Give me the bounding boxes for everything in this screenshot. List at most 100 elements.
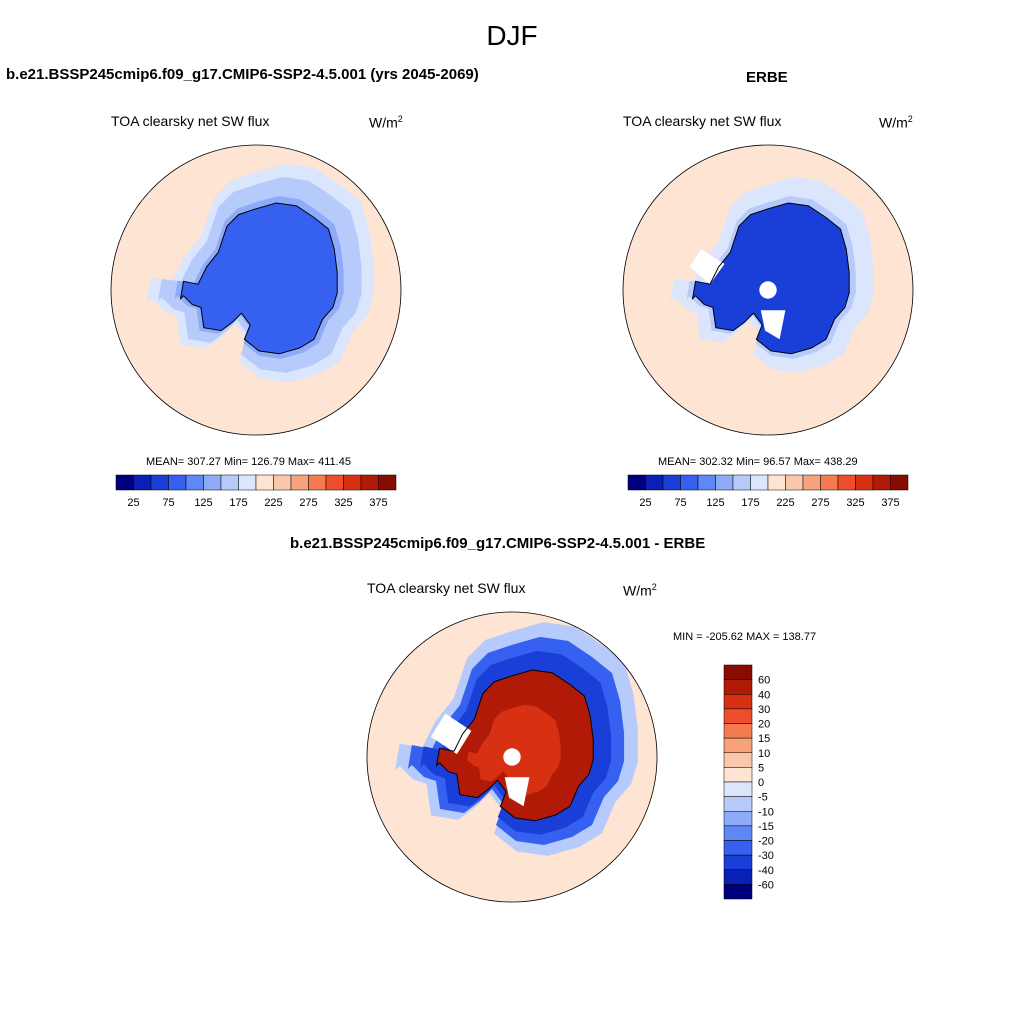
colorbar-swatch	[723, 840, 753, 856]
colorbar-tick-label: 225	[264, 497, 282, 509]
colorbar-swatch	[802, 474, 821, 491]
colorbar-swatch	[115, 474, 134, 491]
colorbar-swatch	[723, 737, 753, 753]
colorbar-swatch	[680, 474, 699, 491]
colorbar-swatch	[378, 474, 397, 491]
colorbar-swatch	[723, 723, 753, 739]
colorbar-swatch	[290, 474, 309, 491]
colorbar-tick-label: 60	[758, 675, 770, 687]
colorbar-swatch	[732, 474, 751, 491]
colorbar-swatch	[255, 474, 274, 491]
ice-sheet-field	[180, 203, 338, 354]
colorbar-swatch	[343, 474, 362, 491]
colorbar-tick-label: -60	[758, 879, 774, 891]
colorbar-swatch	[723, 664, 753, 680]
colorbar-swatch	[185, 474, 204, 491]
panel3-variable-label: TOA clearsky net SW flux	[367, 580, 526, 596]
colorbar-tick-label: 0	[758, 777, 764, 789]
coastline	[179, 202, 338, 355]
colorbar-tick-label: 40	[758, 689, 770, 701]
colorbar-swatch	[645, 474, 664, 491]
colorbar-swatch	[723, 708, 753, 724]
colorbar-swatch	[715, 474, 734, 491]
panel3-unit-label: W/m2	[623, 582, 657, 599]
panel1-variable-label: TOA clearsky net SW flux	[111, 113, 270, 129]
season-title: DJF	[486, 20, 538, 51]
colorbar-swatch	[150, 474, 169, 491]
panel2-stats: MEAN= 302.32 Min= 96.57 Max= 438.29	[658, 456, 858, 468]
missing-data-shelf	[504, 777, 530, 807]
colorbar-tick-label: -10	[758, 806, 774, 818]
colorbar-tick-label: 125	[194, 497, 212, 509]
colorbar-tick-label: -20	[758, 836, 774, 848]
colorbar-tick-label: 25	[127, 497, 139, 509]
map-boundary	[622, 144, 914, 436]
polar-map-1	[110, 144, 402, 436]
colorbar-tick-label: 375	[369, 497, 387, 509]
panel1-stats: MEAN= 307.27 Min= 126.79 Max= 411.45	[146, 456, 351, 468]
colorbar-tick-label: 325	[846, 497, 864, 509]
coastline	[435, 669, 594, 822]
colorbar-tick-label: 10	[758, 748, 770, 760]
panel1-unit-label: W/m2	[369, 114, 403, 131]
colorbar-swatch	[220, 474, 239, 491]
colorbar-3: 60 40 30 20 15 10 5 0 -5 -10 -15 -20 -30 -40 -60	[723, 664, 774, 900]
colorbar-swatch	[168, 474, 187, 491]
panel1-title: b.e21.BSSP245cmip6.f09_g17.CMIP6-SSP2-4.…	[6, 66, 479, 83]
colorbar-tick-label: -15	[758, 821, 774, 833]
colorbar-swatch	[723, 869, 753, 885]
polar-map-2	[622, 144, 914, 436]
colorbar-tick-label: 125	[706, 497, 724, 509]
colorbar-tick-label: 75	[162, 497, 174, 509]
colorbar-swatch	[723, 694, 753, 710]
colorbar-swatch	[785, 474, 804, 491]
colorbar-swatch	[723, 854, 753, 870]
missing-data-pole	[759, 281, 777, 299]
colorbar-swatch	[723, 884, 753, 900]
colorbar-tick-label: 30	[758, 704, 770, 716]
colorbar-tick-label: 225	[776, 497, 794, 509]
colorbar-1: 25 75 125 175 225 275 325 375	[115, 474, 397, 509]
colorbar-tick-label: 15	[758, 733, 770, 745]
colorbar-2: 25 75 125 175 225 275 325 375	[627, 474, 909, 509]
panel2-variable-label: TOA clearsky net SW flux	[623, 113, 782, 129]
colorbar-swatch	[750, 474, 769, 491]
colorbar-swatch	[872, 474, 891, 491]
colorbar-swatch	[723, 811, 753, 827]
colorbar-tick-label: 20	[758, 719, 770, 731]
colorbar-swatch	[238, 474, 257, 491]
colorbar-swatch	[890, 474, 909, 491]
missing-data-peninsula	[689, 249, 725, 285]
colorbar-swatch	[133, 474, 152, 491]
colorbar-tick-label: 5	[758, 762, 764, 774]
colorbar-swatch	[203, 474, 222, 491]
panel2-unit-label: W/m2	[879, 114, 913, 131]
colorbar-tick-label: 75	[674, 497, 686, 509]
colorbar-swatch	[697, 474, 716, 491]
colorbar-tick-label: 375	[881, 497, 899, 509]
colorbar-swatch	[723, 796, 753, 812]
colorbar-tick-label: 275	[811, 497, 829, 509]
colorbar-swatch	[325, 474, 344, 491]
colorbar-swatch	[723, 767, 753, 783]
colorbar-swatch	[837, 474, 856, 491]
colorbar-tick-label: -5	[758, 792, 768, 804]
colorbar-swatch	[820, 474, 839, 491]
panel3-stats: MIN = -205.62 MAX = 138.77	[673, 631, 817, 643]
colorbar-tick-label: 25	[639, 497, 651, 509]
colorbar-swatch	[273, 474, 292, 491]
panel2-title: ERBE	[746, 69, 788, 86]
colorbar-tick-label: 275	[299, 497, 317, 509]
colorbar-tick-label: 325	[334, 497, 352, 509]
missing-data-peninsula	[430, 713, 472, 755]
colorbar-tick-label: -30	[758, 850, 774, 862]
colorbar-swatch	[723, 781, 753, 797]
panel3-title: b.e21.BSSP245cmip6.f09_g17.CMIP6-SSP2-4.…	[290, 535, 706, 552]
missing-data-shelf	[760, 310, 786, 340]
colorbar-swatch	[855, 474, 874, 491]
coastline	[691, 202, 850, 355]
map-boundary	[110, 144, 402, 436]
colorbar-swatch	[767, 474, 786, 491]
colorbar-swatch	[723, 825, 753, 841]
